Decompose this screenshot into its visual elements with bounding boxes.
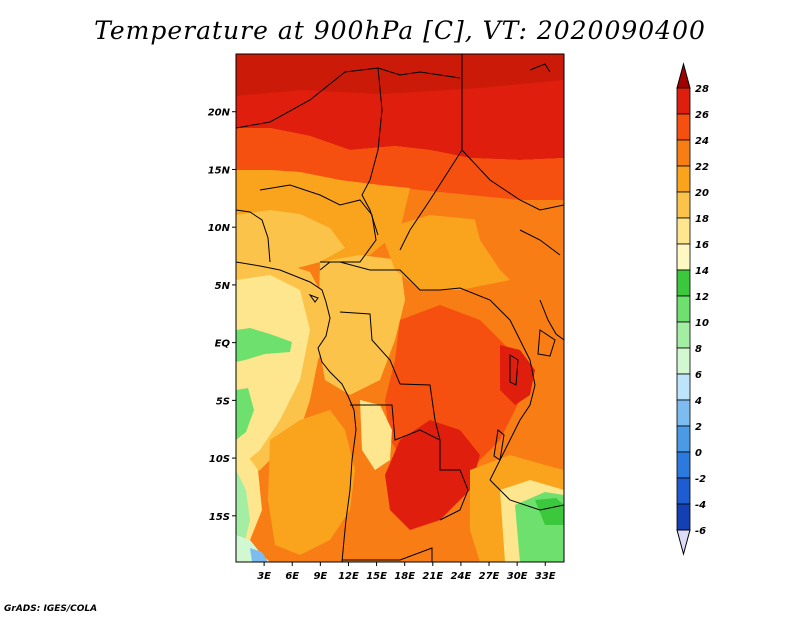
lat-axis: 20N 15N 10N 5N EQ 5S 10S 15S [208, 108, 236, 523]
field-sahel-24 [236, 128, 564, 200]
lat-tick-label: 5N [215, 281, 231, 292]
chart-title: Temperature at 900hPa [C], VT: 202009040… [94, 16, 706, 45]
lat-tick-label: 10S [209, 454, 230, 465]
colorbar-label: 10 [695, 318, 709, 329]
coastline-west [236, 261, 357, 562]
colorbar-label: 8 [695, 344, 702, 355]
colorbar-segment [676, 451, 691, 479]
lat-tick-label: 5S [216, 396, 230, 407]
border-angola-zambia [399, 383, 469, 521]
lake-malawi [493, 429, 505, 461]
colorbar-label: 22 [695, 162, 709, 173]
lake-tanganyika [509, 354, 519, 386]
border-mozambique [489, 479, 564, 511]
lat-tick-label: 10N [208, 223, 231, 234]
colorbar-segment [676, 347, 691, 375]
lon-tick-label: 3E [257, 571, 271, 582]
colorbar-label: -4 [695, 500, 706, 511]
colorbar-label: 20 [695, 188, 709, 199]
colorbar-segment [676, 165, 691, 193]
lon-tick-label: 27E [479, 571, 500, 582]
colorbar-label: -6 [695, 526, 706, 537]
border-nigeria [259, 184, 377, 271]
lon-tick-label: 9E [313, 571, 327, 582]
colorbar-label: 18 [695, 214, 709, 225]
colorbar-label: 6 [695, 370, 702, 381]
lon-tick-label: 33E [535, 571, 556, 582]
colorbar-segment [676, 295, 691, 323]
colorbar-label: 4 [694, 396, 702, 407]
colorbar-label: 12 [695, 292, 709, 303]
map-frame [235, 53, 565, 563]
colorbar-segment [676, 87, 691, 115]
lon-tick-label: 15E [366, 571, 387, 582]
colorbar-segment [676, 217, 691, 245]
colorbar-segment [676, 113, 691, 141]
border-chad-sudan [399, 54, 463, 251]
field-angola-coast-22 [268, 410, 355, 555]
temperature-field [236, 54, 564, 562]
lat-tick-label: 15S [209, 512, 230, 523]
border-sahara-1 [236, 67, 461, 129]
lat-tick-label: EQ [215, 339, 231, 350]
border-congo [339, 311, 401, 385]
colorbar-label: 2 [695, 422, 702, 433]
border-kenya [539, 299, 564, 341]
field-zambia-26 [385, 420, 480, 530]
lon-tick-label: 24E [451, 571, 472, 582]
colorbar-label: -2 [695, 474, 706, 485]
border-ethiopia-inner [519, 229, 561, 256]
border-lakes [489, 319, 536, 481]
border-sudan-ethiopia [461, 149, 564, 211]
colorbar-segment [676, 477, 691, 505]
field-lakes-26 [500, 345, 535, 405]
colorbar-label: 0 [695, 448, 702, 459]
lon-axis: 3E 6E 9E 12E 15E 18E 21E 24E 27E 30E 33E [257, 562, 556, 582]
lake-victoria [537, 329, 556, 357]
coast-red-sea [529, 63, 551, 73]
field-east-16 [535, 498, 564, 525]
lon-tick-label: 21E [422, 571, 443, 582]
field-ethiopia-22 [470, 200, 564, 300]
field-ocean-6 [250, 548, 268, 562]
colorbar-segment [676, 399, 691, 427]
colorbar-label: 28 [695, 84, 709, 95]
border-car [320, 261, 511, 321]
colorbar-top-arrow [676, 62, 691, 89]
field-ocean-18 [236, 275, 310, 470]
colorbar-label: 26 [695, 110, 709, 121]
border-namibia [342, 547, 433, 562]
colorbar-segment [676, 243, 691, 271]
field-ocean-14b [236, 388, 254, 440]
coastlines-borders [236, 54, 564, 562]
field-ocean-14 [236, 328, 292, 362]
colorbar-label: 16 [695, 240, 709, 251]
lat-tick-label: 20N [208, 108, 231, 119]
colorbar-segment [676, 373, 691, 401]
colorbar-segment [676, 321, 691, 349]
lat-tick-label: 15N [208, 165, 231, 176]
border-angola-drc [350, 404, 441, 441]
field-congo-20 [318, 255, 405, 395]
field-ridge-18 [360, 400, 392, 470]
colorbar-segment [676, 269, 691, 297]
border-chad-niger [361, 67, 383, 236]
colorbar-label: 24 [695, 136, 709, 147]
colorbar-segment [676, 425, 691, 453]
lon-tick-label: 6E [285, 571, 299, 582]
coast-island [308, 293, 319, 303]
border-west-1 [236, 209, 271, 263]
colorbar-segment [676, 191, 691, 219]
lon-tick-label: 18E [394, 571, 415, 582]
colorbar-label: 14 [695, 266, 709, 277]
lon-tick-label: 30E [507, 571, 528, 582]
colorbar-bottom-arrow [676, 529, 691, 556]
colorbar-segment [676, 503, 691, 531]
field-ocean-12 [236, 470, 250, 556]
footer-credit: GrADS: IGES/COLA [4, 604, 98, 614]
colorbar-segment [676, 139, 691, 167]
lon-tick-label: 12E [338, 571, 359, 582]
